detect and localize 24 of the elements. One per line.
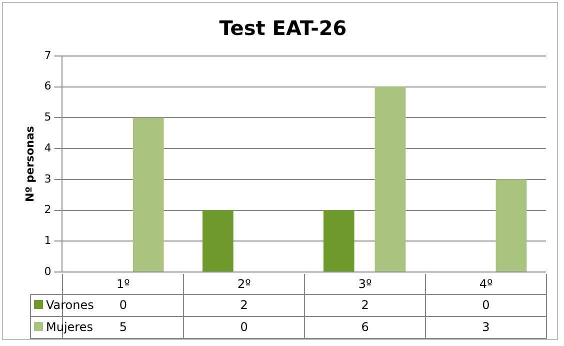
data-label: 0 <box>119 298 127 312</box>
data-label: 6 <box>304 316 426 338</box>
y-tick-label: 4 <box>44 141 52 154</box>
legend-label: Varones <box>46 298 94 312</box>
data-label: 2 <box>304 294 426 316</box>
x-tick-label: 3º <box>304 274 426 294</box>
chart-title: Test EAT-26 <box>219 16 347 40</box>
data-label: 0 <box>184 316 305 338</box>
data-label: 0 <box>426 294 546 316</box>
y-tick-label: 6 <box>44 80 52 93</box>
y-tick-label: 7 <box>44 48 52 62</box>
x-tick-label: 1º <box>62 274 184 294</box>
y-tick-label: 2 <box>44 203 52 216</box>
y-tick-label: 3 <box>44 172 52 186</box>
x-tick-label: 4º <box>426 274 546 294</box>
y-tick-label: 1 <box>44 234 52 247</box>
y-axis-title: Nº personas <box>23 126 36 202</box>
data-label: 2 <box>184 294 305 316</box>
y-tick-label: 0 <box>44 264 52 278</box>
legend-label: Mujeres <box>46 320 93 334</box>
data-label: 5 <box>119 320 127 334</box>
data-label: 3 <box>426 316 546 338</box>
x-tick-label: 2º <box>184 274 305 294</box>
y-tick-label: 5 <box>44 110 52 124</box>
